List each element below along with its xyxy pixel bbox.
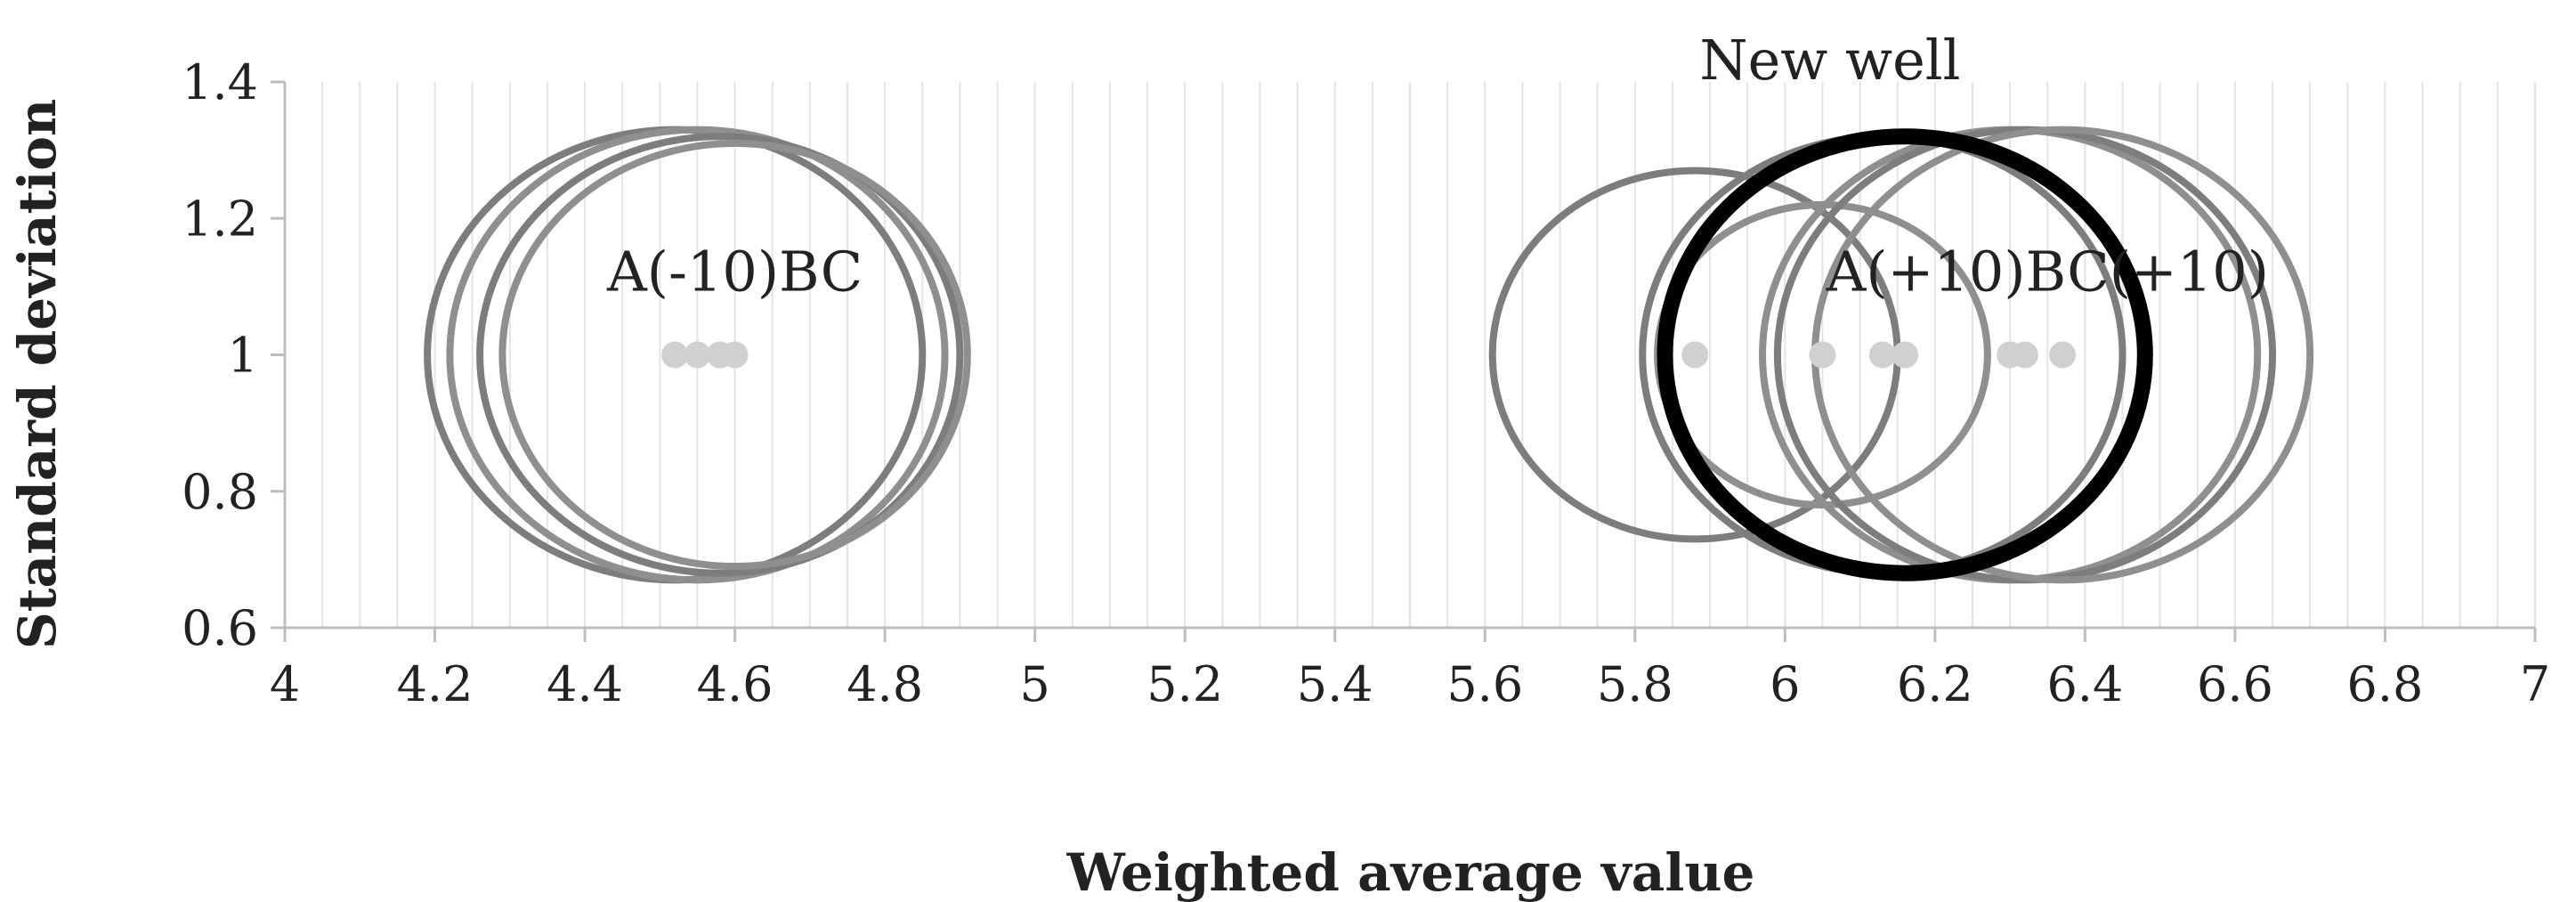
x-axis-title: Weighted average value xyxy=(1066,842,1755,902)
annotation-label: A(-10)BC xyxy=(606,240,863,305)
x-tick-label: 4 xyxy=(270,656,300,712)
bubble-center-point xyxy=(661,341,689,369)
bubble-center-point xyxy=(2049,341,2077,369)
bubble-center-point xyxy=(1809,341,1836,369)
bubble-outline xyxy=(498,139,971,571)
x-tick-label: 4.8 xyxy=(847,656,923,712)
x-tick-labels: 4 4.2 4.4 4.6 4.8 5 5.2 5.4 5.6 5.8 6 6.2 6.4 6.6 6.8 7 xyxy=(270,656,2550,712)
x-tick-label: 4.6 xyxy=(697,656,774,712)
annotation-label: New well xyxy=(1699,28,1960,93)
bubble-outline xyxy=(446,126,949,584)
bubble-series xyxy=(424,126,2314,584)
bubble-center-point xyxy=(1891,341,1919,369)
x-tick-label: 5.2 xyxy=(1146,656,1223,712)
annotation-label: A(+10)BC(+10) xyxy=(1826,240,2269,305)
x-tick-label: 6.8 xyxy=(2347,656,2424,712)
x-tick-label: 5.4 xyxy=(1297,656,1373,712)
bubble-center-point xyxy=(684,341,711,369)
y-tick-label: 0.6 xyxy=(182,600,258,656)
y-tick-label: 1 xyxy=(228,328,258,384)
x-tick-label: 5.6 xyxy=(1446,656,1523,712)
x-tick-label: 6.2 xyxy=(1897,656,1973,712)
bubble-center-point xyxy=(1681,341,1709,369)
x-tick-label: 6.6 xyxy=(2197,656,2273,712)
x-tick-label: 5 xyxy=(1019,656,1049,712)
y-tick-label: 1.2 xyxy=(182,191,258,247)
new-well-bubble xyxy=(1657,128,2153,581)
bubble-center-point xyxy=(1868,341,1896,369)
x-tick-label: 6 xyxy=(1770,656,1800,712)
axes xyxy=(271,80,2537,642)
annotations: A(-10)BC New well A(+10)BC(+10) xyxy=(606,28,2269,305)
x-tick-label: 6.4 xyxy=(2046,656,2123,712)
y-tick-label: 0.8 xyxy=(182,464,258,520)
x-tick-label: 4.4 xyxy=(547,656,623,712)
x-tick-label: 4.2 xyxy=(397,656,474,712)
x-tick-label: 7 xyxy=(2520,656,2550,712)
bubble-center-point xyxy=(721,341,749,369)
y-axis-title: Standard deviation xyxy=(7,99,68,649)
x-tick-label: 5.8 xyxy=(1597,656,1673,712)
grid-lines xyxy=(321,82,2536,628)
bubble-outline xyxy=(476,133,964,577)
y-tick-labels: 0.6 0.8 1 1.2 1.4 xyxy=(182,54,258,656)
bubble-center-point xyxy=(2011,341,2038,369)
y-tick-label: 1.4 xyxy=(182,54,258,110)
